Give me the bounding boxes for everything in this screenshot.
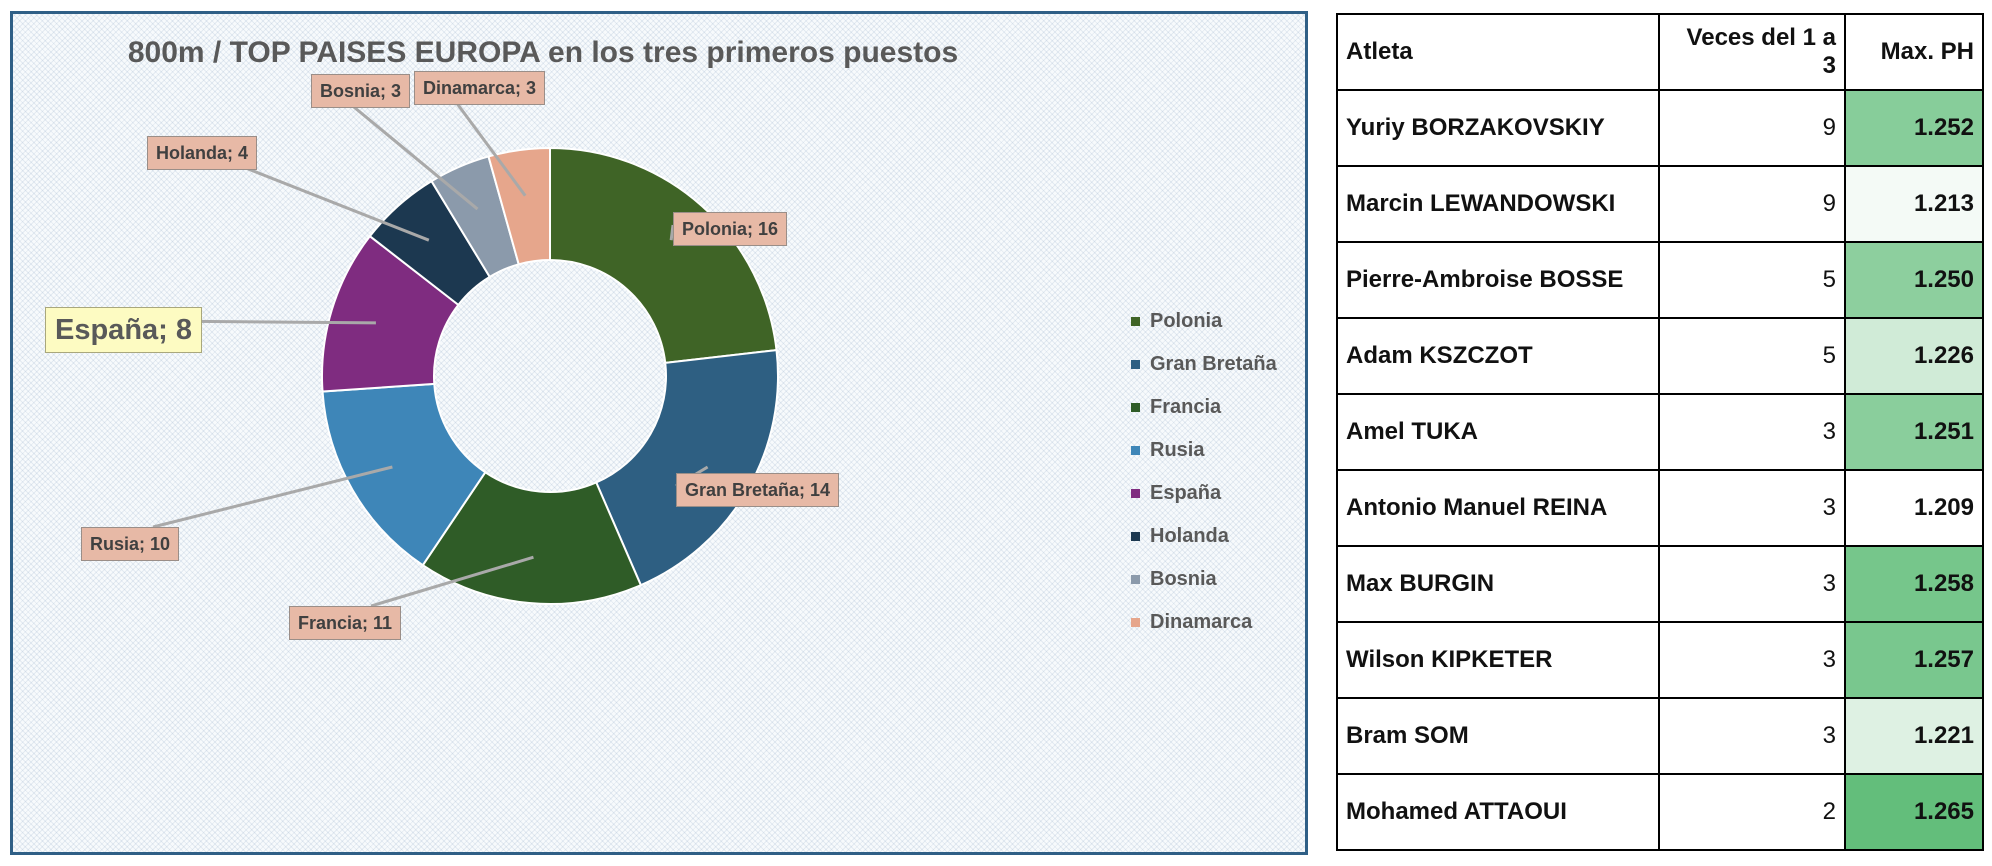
legend-swatch [1131, 532, 1140, 541]
data-label: Holanda; 4 [147, 136, 258, 170]
table-row: Yuriy BORZAKOVSKIY 9 1.252 [1336, 89, 1984, 167]
legend-swatch [1131, 360, 1140, 369]
table-row: Bram SOM 3 1.221 [1336, 697, 1984, 775]
slice-francia [421, 470, 643, 605]
data-label: Bosnia; 3 [311, 74, 411, 108]
legend-label: España [1150, 482, 1222, 504]
header-athlete: Atleta [1336, 13, 1660, 91]
legend-item: Dinamarca [1131, 601, 1305, 644]
cell-max-ph: 1.257 [1844, 621, 1984, 699]
legend-swatch [1131, 446, 1140, 455]
table-row: Antonio Manuel REINA 3 1.209 [1336, 469, 1984, 547]
cell-max-ph: 1.265 [1844, 773, 1984, 851]
legend-item: España [1131, 472, 1305, 515]
table-row: Marcin LEWANDOWSKI 9 1.213 [1336, 165, 1984, 243]
leader-line [669, 224, 675, 241]
table-row: Pierre-Ambroise BOSSE 5 1.250 [1336, 241, 1984, 319]
cell-times: 3 [1658, 697, 1846, 775]
cell-times: 3 [1658, 393, 1846, 471]
cell-max-ph: 1.213 [1844, 165, 1984, 243]
athletes-table-panel: Atleta Veces del 1 a 3 Max. PH Yuriy BOR… [1336, 13, 1984, 855]
cell-max-ph: 1.209 [1844, 469, 1984, 547]
data-label: Polonia; 16 [673, 212, 788, 246]
cell-athlete: Yuriy BORZAKOVSKIY [1336, 89, 1660, 167]
cell-times: 5 [1658, 241, 1846, 319]
legend-label: Holanda [1150, 525, 1229, 547]
cell-times: 9 [1658, 165, 1846, 243]
cell-times: 5 [1658, 317, 1846, 395]
cell-max-ph: 1.226 [1844, 317, 1984, 395]
data-label: Rusia; 10 [81, 527, 180, 561]
data-label: Dinamarca; 3 [414, 71, 546, 105]
header-max-ph: Max. PH [1844, 13, 1984, 91]
chart-panel: 800m / TOP PAISES EUROPA en los tres pri… [10, 11, 1308, 855]
cell-athlete: Max BURGIN [1336, 545, 1660, 623]
cell-times: 3 [1658, 545, 1846, 623]
slice-dinamarca [487, 146, 551, 266]
cell-athlete: Bram SOM [1336, 697, 1660, 775]
data-label: Francia; 11 [289, 606, 402, 640]
legend-label: Gran Bretaña [1150, 353, 1277, 375]
legend-label: Dinamarca [1150, 611, 1253, 633]
legend-swatch [1131, 317, 1140, 326]
table-row: Max BURGIN 3 1.258 [1336, 545, 1984, 623]
table-row: Mohamed ATTAOUI 2 1.265 [1336, 773, 1984, 851]
legend-label: Rusia [1150, 439, 1205, 461]
slice-gran-bretaña [594, 348, 779, 587]
cell-times: 3 [1658, 621, 1846, 699]
cell-athlete: Amel TUKA [1336, 393, 1660, 471]
cell-athlete: Adam KSZCZOT [1336, 317, 1660, 395]
table-row: Amel TUKA 3 1.251 [1336, 393, 1984, 471]
legend-swatch [1131, 575, 1140, 584]
legend-item: Bosnia [1131, 558, 1305, 601]
slice-polonia [549, 146, 778, 364]
cell-athlete: Marcin LEWANDOWSKI [1336, 165, 1660, 243]
cell-max-ph: 1.258 [1844, 545, 1984, 623]
leader-line [342, 96, 479, 211]
cell-times: 2 [1658, 773, 1846, 851]
legend-item: Gran Bretaña [1131, 343, 1305, 386]
data-label: Gran Bretaña; 14 [676, 473, 840, 507]
cell-athlete: Pierre-Ambroise BOSSE [1336, 241, 1660, 319]
cell-max-ph: 1.251 [1844, 393, 1984, 471]
legend-label: Bosnia [1150, 568, 1217, 590]
cell-athlete: Mohamed ATTAOUI [1336, 773, 1660, 851]
legend-item: Polonia [1131, 300, 1305, 343]
legend-item: Francia [1131, 386, 1305, 429]
cell-times: 3 [1658, 469, 1846, 547]
cell-times: 9 [1658, 89, 1846, 167]
leader-line [152, 465, 393, 529]
leader-line [451, 97, 527, 197]
header-times: Veces del 1 a 3 [1658, 13, 1846, 91]
table-row: Wilson KIPKETER 3 1.257 [1336, 621, 1984, 699]
cell-max-ph: 1.252 [1844, 89, 1984, 167]
cell-athlete: Wilson KIPKETER [1336, 621, 1660, 699]
legend-swatch [1131, 489, 1140, 498]
chart-title: 800m / TOP PAISES EUROPA en los tres pri… [127, 36, 959, 69]
cell-max-ph: 1.221 [1844, 697, 1984, 775]
leader-line [222, 157, 430, 242]
legend-label: Polonia [1150, 310, 1223, 332]
legend-label: Francia [1150, 396, 1222, 418]
legend-swatch [1131, 403, 1140, 412]
table-header-row: Atleta Veces del 1 a 3 Max. PH [1336, 13, 1984, 91]
athletes-table: Atleta Veces del 1 a 3 Max. PH Yuriy BOR… [1336, 13, 1984, 851]
table-row: Adam KSZCZOT 5 1.226 [1336, 317, 1984, 395]
data-label: España; 8 [45, 307, 202, 353]
chart-legend: Polonia Gran Bretaña Francia Rusia España Hol… [1131, 300, 1305, 644]
legend-swatch [1131, 618, 1140, 627]
slice-rusia [321, 382, 487, 567]
legend-item: Holanda [1131, 515, 1305, 558]
cell-athlete: Antonio Manuel REINA [1336, 469, 1660, 547]
cell-max-ph: 1.250 [1844, 241, 1984, 319]
leader-line [370, 555, 534, 608]
legend-item: Rusia [1131, 429, 1305, 472]
